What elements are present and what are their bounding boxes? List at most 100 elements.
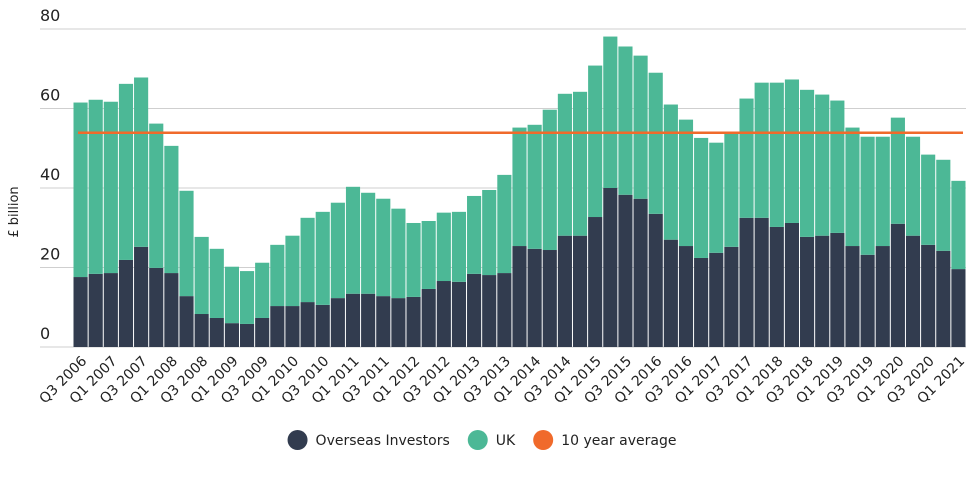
legend-label: 10 year average: [561, 433, 676, 449]
bar-segment: [361, 293, 376, 347]
bar-segment: [618, 46, 633, 195]
bar-segment: [739, 217, 754, 347]
legend-label: UK: [496, 433, 516, 449]
bar-segment: [936, 250, 951, 347]
bar-segment: [118, 259, 134, 347]
bar-segment: [209, 248, 224, 318]
bar-segment: [467, 273, 482, 347]
bar-segment: [467, 195, 482, 274]
bar-segment: [149, 267, 164, 347]
y-tick-label: 60: [40, 86, 60, 105]
bar-segment: [754, 82, 769, 218]
bar-segment: [830, 100, 845, 233]
bar-segment: [239, 271, 255, 324]
bar-segment: [724, 246, 739, 347]
bar-segment: [724, 133, 739, 247]
bar-segment: [482, 189, 497, 276]
bar-segment: [694, 257, 709, 347]
bar-segment: [603, 188, 618, 347]
bar-segment: [815, 235, 830, 347]
bar-segment: [784, 222, 800, 347]
bar-segment: [572, 91, 588, 236]
bar-segment: [800, 236, 815, 347]
bar-segment: [285, 306, 300, 347]
bar-segment: [890, 223, 905, 347]
bar-segment: [224, 266, 239, 324]
y-axis-label: £ billion: [7, 186, 22, 237]
bar-segment: [300, 217, 315, 303]
y-tick-label: 0: [40, 324, 50, 343]
bar-segment: [890, 117, 905, 224]
bar-segment: [603, 36, 618, 188]
bar-segment: [921, 154, 936, 245]
bar-segment: [73, 102, 88, 278]
bar-segment: [815, 94, 830, 236]
bar-segment: [315, 304, 330, 347]
bar-segment: [149, 123, 164, 268]
bar-segment: [103, 273, 118, 347]
bar-segment: [406, 222, 421, 297]
bar-segment: [330, 298, 345, 347]
bar-segment: [769, 226, 784, 347]
bar-segment: [209, 317, 224, 347]
bar-segment: [754, 217, 769, 347]
bar-segment: [436, 212, 451, 282]
bar-segment: [285, 235, 300, 307]
bar-segment: [239, 323, 255, 347]
bar-segment: [875, 246, 890, 347]
bar-segment: [588, 65, 603, 218]
bar-segment: [527, 248, 542, 347]
bar-segment: [542, 250, 557, 347]
bar-segment: [618, 194, 633, 347]
bar-segment: [497, 174, 512, 274]
bar-segment: [709, 142, 724, 253]
bar-segment: [678, 246, 694, 347]
bar-segment: [663, 239, 678, 347]
bar-segment: [194, 236, 209, 315]
bar-segment: [860, 136, 875, 255]
bar-segment: [512, 246, 527, 347]
bar-segment: [633, 55, 648, 199]
bar-segment: [905, 235, 921, 347]
bar-segment: [936, 159, 951, 251]
bar-segment: [905, 136, 921, 236]
bar-segment: [542, 109, 557, 251]
bar-segment: [270, 306, 285, 347]
bar-segment: [134, 77, 149, 247]
bar-segment: [951, 180, 966, 270]
bar-segment: [255, 317, 270, 347]
bar-segment: [557, 235, 572, 347]
bar-segment: [875, 136, 890, 247]
legend-marker: [467, 430, 488, 450]
y-tick-label: 20: [40, 245, 60, 264]
bar-segment: [88, 273, 103, 347]
y-tick-label: 40: [40, 165, 60, 184]
bar-segment: [678, 119, 694, 247]
bar-segment: [300, 302, 315, 347]
bar-segment: [709, 252, 724, 347]
bar-segment: [739, 98, 754, 218]
bar-segment: [557, 93, 572, 236]
bar-segment: [497, 273, 512, 347]
bar-segment: [527, 124, 542, 249]
bar-segment: [451, 281, 467, 347]
bar-segment: [315, 211, 330, 305]
bar-segment: [663, 104, 678, 240]
bar-segment: [376, 296, 391, 347]
bar-segment: [845, 246, 860, 347]
legend-marker: [287, 430, 308, 450]
bar-segment: [769, 82, 784, 227]
y-tick-label: 80: [40, 6, 60, 25]
bar-segment: [179, 190, 194, 297]
bar-segment: [421, 220, 436, 289]
bar-segment: [376, 198, 391, 297]
bar-segment: [451, 211, 467, 282]
bar-segment: [391, 208, 406, 299]
bar-segment: [103, 101, 118, 274]
bar-segment: [406, 296, 421, 347]
bar-segment: [391, 298, 406, 347]
bar-segment: [921, 244, 936, 347]
bar-segment: [845, 127, 860, 247]
bar-segment: [512, 127, 527, 247]
